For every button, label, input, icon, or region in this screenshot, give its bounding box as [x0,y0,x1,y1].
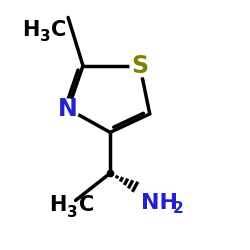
Text: H: H [50,195,67,215]
Text: C: C [78,195,94,215]
Text: S: S [131,54,148,78]
Text: N: N [58,97,78,121]
Text: 2: 2 [173,201,184,216]
Text: C: C [51,20,66,40]
Text: 3: 3 [68,205,78,220]
Text: NH: NH [141,193,178,213]
Text: H: H [22,20,40,40]
Text: 3: 3 [40,29,51,44]
